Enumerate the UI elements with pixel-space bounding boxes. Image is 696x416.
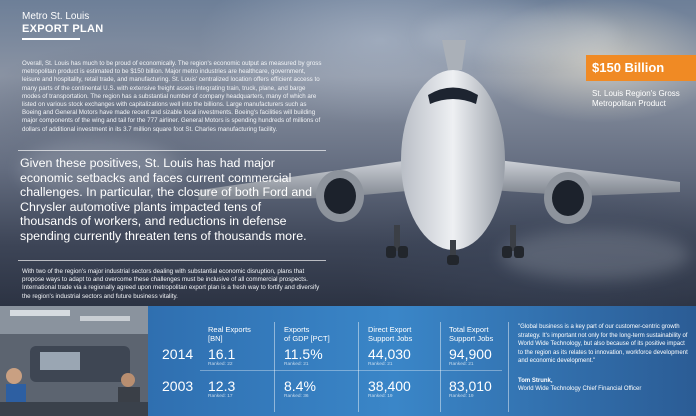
airplane-image <box>198 40 680 265</box>
header-line: Real Exports <box>208 325 251 334</box>
header-line: of GDP [PCT] <box>284 334 330 343</box>
stat-value: 38,400 <box>368 378 411 394</box>
stat-rank: Ranked: 21 <box>368 362 393 367</box>
header-line: [BN] <box>208 334 223 343</box>
year-label-2003: 2003 <box>162 378 194 394</box>
testimonial-attribution: Tom Strunk, World Wide Technology Chief … <box>518 377 688 393</box>
stat-rank: Ranked: 19 <box>449 394 474 399</box>
pull-quote: Given these positives, St. Louis has had… <box>20 156 313 243</box>
logo-line-1: Metro St. Louis <box>22 11 90 22</box>
logo-underline <box>22 38 80 40</box>
stat-value: 12.3 <box>208 378 236 394</box>
logo-line-2: EXPORT PLAN <box>22 23 104 35</box>
stat-rank: Ranked: 36 <box>284 394 309 399</box>
stat-value: 83,010 <box>449 378 492 394</box>
intro-paragraph: Overall, St. Louis has much to be proud … <box>22 60 322 133</box>
column-divider <box>358 322 359 412</box>
header-line: Exports <box>284 325 310 334</box>
year-label-2014: 2014 <box>162 346 194 362</box>
testimonial-title: World Wide Technology Chief Financial Of… <box>518 386 642 392</box>
row-divider <box>200 370 502 371</box>
stat-rank: Ranked: 17 <box>208 394 233 399</box>
header-line: Support Jobs <box>368 334 413 343</box>
divider-top <box>18 150 326 151</box>
header-exports-gdp: Exports of GDP [PCT] <box>284 325 330 343</box>
stat-value: 11.5% <box>284 346 323 362</box>
stat-rank: Ranked: 19 <box>368 394 393 399</box>
header-real-exports: Real Exports [BN] <box>208 325 251 343</box>
stats-panel <box>148 306 696 416</box>
column-divider <box>440 322 441 412</box>
testimonial-name: Tom Strunk, <box>518 378 553 384</box>
factory-photo <box>0 306 148 416</box>
header-total-jobs: Total Export Support Jobs <box>449 325 493 343</box>
stat-value: 8.4% <box>284 378 316 394</box>
header-line: Total Export <box>449 325 489 334</box>
stat-rank: Ranked: 21 <box>284 362 309 367</box>
stat-value: 16.1 <box>208 346 236 362</box>
testimonial-quote: "Global business is a key part of our cu… <box>518 324 688 364</box>
stat-value: 94,900 <box>449 346 492 362</box>
header-line: Support Jobs <box>449 334 494 343</box>
stat-value: 44,030 <box>368 346 411 362</box>
divider-bottom <box>18 260 326 261</box>
header-line: Direct Export <box>368 325 412 334</box>
gdp-caption: St. Louis Region's Gross Metropolitan Pr… <box>592 89 680 108</box>
stat-rank: Ranked: 21 <box>449 362 474 367</box>
column-divider <box>274 322 275 412</box>
stat-rank: Ranked: 22 <box>208 362 233 367</box>
export-plan-logo: Metro St. Louis EXPORT PLAN <box>22 11 104 40</box>
header-direct-jobs: Direct Export Support Jobs <box>368 325 412 343</box>
column-divider <box>508 322 509 412</box>
closing-paragraph: With two of the region's major industria… <box>22 268 320 300</box>
gdp-value-badge: $150 Billion <box>586 55 696 81</box>
